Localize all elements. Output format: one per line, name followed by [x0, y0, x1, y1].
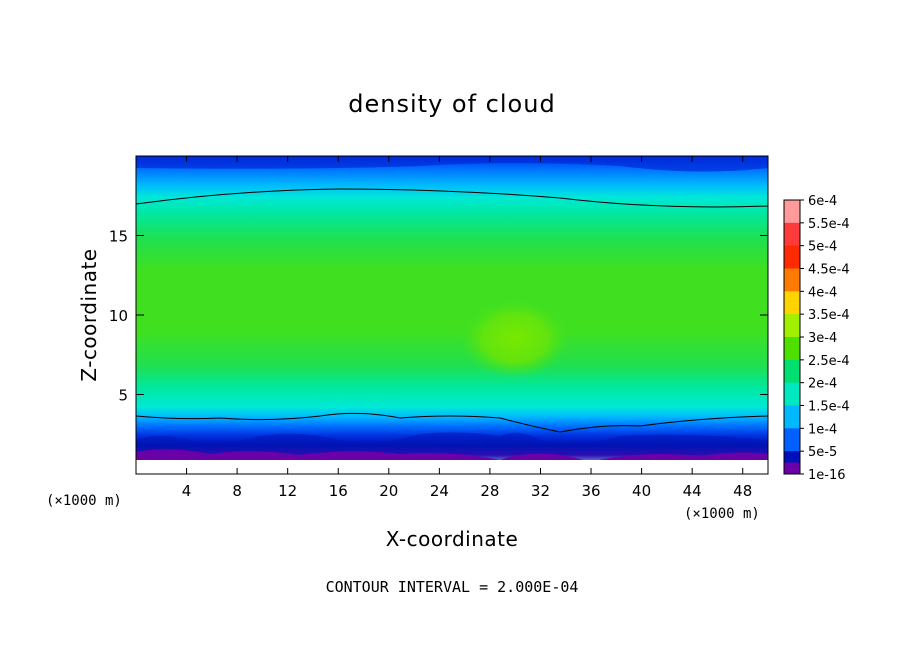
- x-axis-label: X-coordinate: [386, 527, 519, 551]
- x-tick-label: 4: [182, 482, 192, 500]
- colorbar-label: 3.5e-4: [808, 308, 850, 323]
- x-axis-ticks: 4 8 12 16 20 24 28 32 36 40 44 48: [182, 156, 752, 500]
- colorbar-label: 1.5e-4: [808, 400, 850, 415]
- x-tick-label: 48: [733, 482, 752, 500]
- density-field: [136, 156, 768, 474]
- colorbar-swatch: [784, 291, 800, 315]
- x-tick-label: 28: [480, 482, 499, 500]
- chart-title: density of cloud: [348, 90, 555, 118]
- colorbar: 6e-4 5.5e-4 5e-4 4.5e-4 4e-4 3.5e-4 3e-4 2.5e-4…: [783, 194, 850, 483]
- colorbar-label: 3e-4: [808, 331, 837, 346]
- x-tick-label: 20: [379, 482, 398, 500]
- x-tick-label: 24: [430, 482, 449, 500]
- x-tick-label: 12: [278, 482, 297, 500]
- x-tick-label: 44: [683, 482, 702, 500]
- x-axis-unit: (×1000 m): [684, 506, 760, 522]
- x-tick-label: 40: [632, 482, 651, 500]
- y-tick-label: 5: [118, 387, 128, 405]
- plot-area: [136, 156, 768, 474]
- colorbar-label: 4e-4: [808, 285, 837, 300]
- colorbar-label: 2.5e-4: [808, 354, 850, 369]
- density-maximum-region: [460, 298, 570, 378]
- y-tick-label: 10: [109, 307, 128, 325]
- contour-interval-note: CONTOUR INTERVAL = 2.000E-04: [326, 578, 579, 596]
- colorbar-swatch: [784, 428, 800, 452]
- colorbar-swatch: [784, 382, 800, 406]
- colorbar-label: 2e-4: [808, 377, 837, 392]
- y-axis-unit: (×1000 m): [46, 493, 122, 509]
- zero-density-region: [136, 460, 768, 474]
- x-tick-label: 32: [531, 482, 550, 500]
- x-tick-label: 16: [329, 482, 348, 500]
- colorbar-swatch: [784, 359, 800, 384]
- lower-contour-line: [136, 412, 768, 433]
- colorbar-swatch: [784, 314, 800, 338]
- top-low-density-band: [136, 156, 768, 172]
- colorbar-swatch: [784, 462, 800, 474]
- colorbar-label: 4.5e-4: [808, 263, 850, 278]
- upper-contour-line: [136, 188, 768, 208]
- x-tick-label: 8: [232, 482, 242, 500]
- colorbar-label: 1e-4: [808, 422, 837, 437]
- colorbar-label: 5e-4: [808, 240, 837, 255]
- colorbar-swatch: [784, 200, 800, 224]
- colorbar-label: 5.5e-4: [808, 217, 850, 232]
- colorbar-label: 5e-5: [808, 445, 837, 460]
- colorbar-swatch: [784, 405, 800, 429]
- y-axis-label: Z-coordinate: [77, 248, 101, 381]
- colorbar-swatch: [784, 337, 800, 361]
- colorbar-label: 6e-4: [808, 194, 837, 209]
- x-tick-label: 36: [581, 482, 600, 500]
- colorbar-swatch: [784, 245, 800, 269]
- colorbar-label: 1e-16: [808, 468, 846, 483]
- y-tick-label: 15: [109, 228, 128, 246]
- colorbar-swatch: [784, 268, 800, 292]
- y-axis-ticks: 5 10 15: [109, 228, 768, 405]
- colorbar-swatch: [784, 222, 800, 247]
